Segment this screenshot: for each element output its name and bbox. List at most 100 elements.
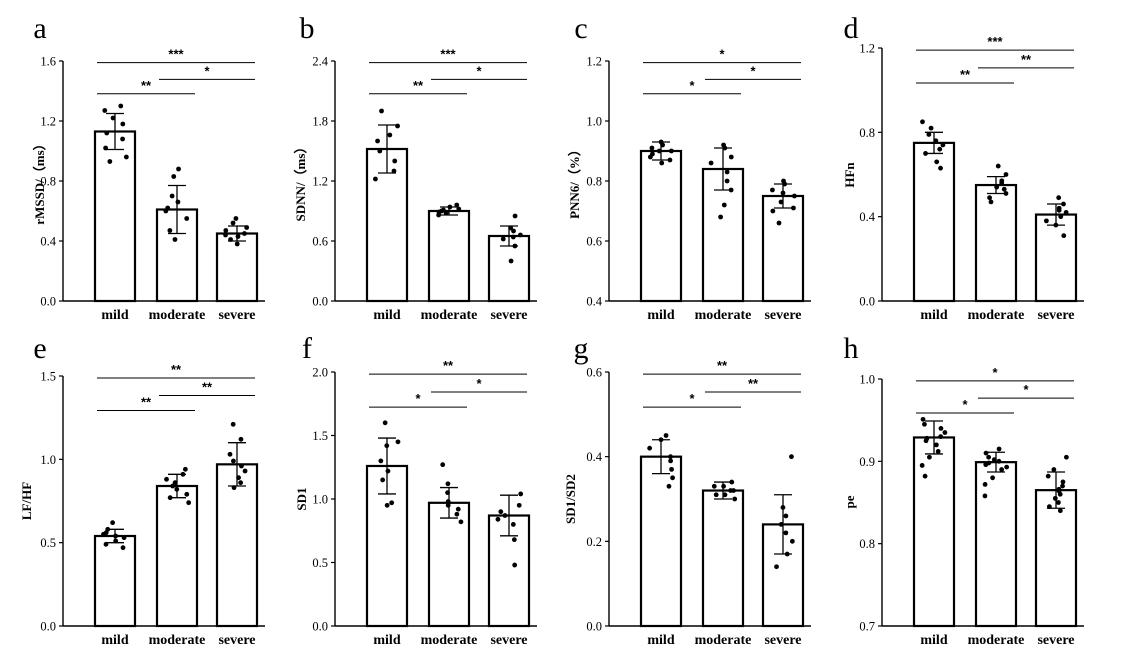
data-point — [512, 243, 518, 249]
bar-mild — [93, 130, 137, 303]
significance-label: * — [476, 376, 482, 391]
y-tick-label: 0.2 — [586, 535, 602, 549]
y-tick-label: 1.0 — [312, 493, 328, 507]
data-point — [389, 500, 395, 506]
data-point — [171, 174, 177, 179]
y-tick-label: 0.6 — [586, 235, 602, 249]
data-point — [456, 206, 462, 212]
data-point — [920, 119, 925, 125]
data-point — [935, 449, 941, 454]
data-point — [982, 481, 988, 487]
data-point — [502, 513, 508, 518]
x-tick-label-mild: mild — [647, 633, 674, 648]
data-point — [236, 475, 241, 481]
data-point — [920, 416, 926, 422]
data-point — [391, 168, 397, 174]
data-point — [242, 468, 248, 474]
panel-letter: b — [300, 12, 315, 45]
data-point — [107, 159, 113, 164]
data-point — [163, 208, 169, 214]
data-point — [647, 154, 653, 160]
data-point — [1046, 504, 1052, 510]
panel-a: a rMSSD/（ms） 0.0 0.4 0.8 1.2 1.6 mild moderate se… — [32, 12, 265, 323]
data-point — [668, 458, 674, 464]
data-point — [1057, 491, 1063, 497]
panel-letter: c — [574, 12, 587, 45]
y-tick-label: 1.2 — [312, 175, 328, 189]
significance-label: * — [415, 391, 421, 406]
data-point — [789, 454, 794, 460]
data-point — [1045, 473, 1051, 479]
x-tick-label-moderate: moderate — [149, 308, 206, 323]
data-point — [228, 237, 233, 242]
bar-moderate — [155, 484, 199, 628]
bar-severe — [761, 194, 805, 303]
data-point — [778, 522, 784, 527]
x-tick-label-moderate: moderate — [421, 633, 478, 648]
data-point — [378, 458, 384, 464]
y-tick-label: 0.4 — [40, 235, 56, 249]
significance-label: *** — [440, 47, 456, 62]
panel-b: b SDNN/（ms） 0.0 0.6 1.2 1.8 2.4 mild moderate sev… — [293, 12, 537, 323]
y-tick-label: 0.0 — [40, 620, 56, 634]
data-point — [377, 148, 383, 154]
data-point — [1061, 233, 1067, 239]
x-tick-label-mild: mild — [647, 308, 674, 323]
data-point — [175, 199, 181, 205]
bar-severe — [487, 234, 531, 303]
significance-label: * — [962, 397, 968, 412]
data-point — [923, 438, 929, 444]
x-tick-label-mild: mild — [373, 308, 400, 323]
data-point — [668, 148, 674, 154]
x-tick-label-mild: mild — [101, 633, 128, 648]
y-tick-label: 0.4 — [586, 295, 602, 309]
y-tick-label: 0.9 — [859, 455, 875, 469]
data-point — [934, 159, 940, 165]
y-tick-label: 0.0 — [312, 295, 328, 309]
panel-letter: d — [844, 12, 859, 45]
bar-moderate — [974, 461, 1018, 628]
data-point — [938, 434, 944, 440]
y-tick-label: 1.5 — [312, 429, 328, 443]
panel-c: c PNN6/（%） 0.4 0.6 0.8 1.0 1.2 mild moderate seve… — [567, 12, 811, 323]
data-point — [172, 480, 178, 486]
data-point — [186, 500, 192, 506]
data-point — [512, 213, 518, 219]
data-point — [1051, 467, 1057, 472]
data-point — [713, 492, 719, 498]
significance-label: ** — [171, 362, 182, 377]
y-tick-label: 1.2 — [586, 55, 602, 69]
data-point — [928, 125, 934, 131]
data-point — [1060, 479, 1066, 485]
data-point — [384, 443, 390, 449]
data-point — [732, 496, 738, 502]
data-point — [721, 483, 726, 489]
x-tick-label-moderate: moderate — [695, 308, 752, 323]
data-point — [983, 450, 989, 456]
x-tick-label-moderate: moderate — [695, 633, 752, 648]
data-point — [774, 564, 779, 570]
x-tick-label-moderate: moderate — [421, 308, 478, 323]
data-point — [445, 481, 451, 487]
x-tick-label-severe: severe — [490, 633, 527, 648]
data-point — [780, 190, 786, 196]
data-point — [375, 138, 380, 144]
data-point — [120, 136, 125, 142]
data-point — [238, 436, 244, 442]
data-point — [392, 158, 398, 164]
y-axis-label: LF/HF — [19, 482, 34, 520]
significance-label: ** — [443, 358, 454, 373]
panel-letter: e — [33, 332, 46, 365]
y-tick-label: 0.8 — [859, 537, 875, 551]
data-point — [1060, 483, 1065, 489]
data-point — [668, 454, 673, 460]
data-point — [1056, 207, 1062, 213]
data-point — [385, 468, 391, 474]
y-tick-label: 0.0 — [859, 295, 875, 309]
x-tick-label-moderate: moderate — [968, 633, 1025, 648]
panel-e: e LF/HF 0.0 0.5 1.0 1.5 mild moderate severe ** **… — [19, 332, 265, 648]
data-point — [724, 169, 730, 175]
significance-label: * — [689, 391, 695, 406]
data-point — [223, 228, 229, 233]
